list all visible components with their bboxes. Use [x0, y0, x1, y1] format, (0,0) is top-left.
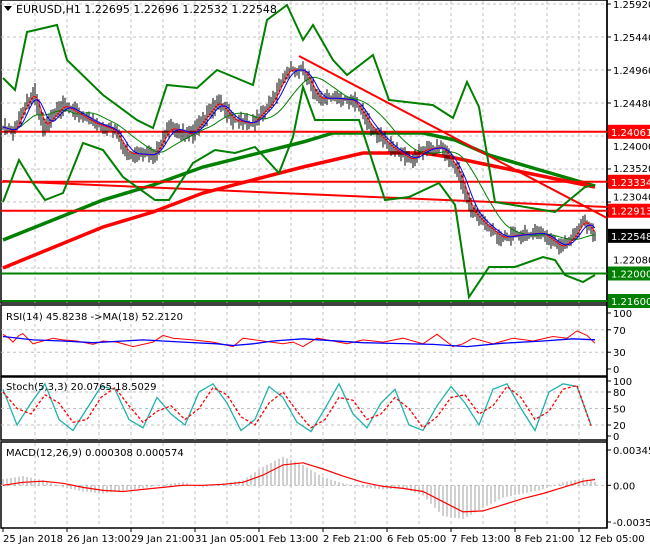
chart-header: EURUSD,H1 1.22695 1.22696 1.22532 1.2254…	[4, 3, 277, 16]
time-axis-label: 2 Feb 21:00	[323, 534, 382, 545]
bollinger-middle-band	[2, 76, 596, 240]
time-axis-label: 8 Feb 21:00	[515, 534, 574, 545]
symbol-label: EURUSD,H1	[16, 3, 81, 16]
rsi-title: RSI(14) 45.8238 ->MA(18) 52.2120	[6, 312, 183, 323]
price-axis-label: 1.25920	[613, 0, 650, 11]
trendline	[298, 55, 608, 219]
moving-average-fast-blue	[2, 69, 596, 246]
rsi-line	[2, 330, 596, 348]
indicator-axis-label: 0.003456	[613, 446, 650, 457]
indicator-axis-label: 0.00	[613, 481, 635, 492]
close-value: 1.22548	[231, 3, 277, 16]
level-price-label-box	[608, 124, 650, 139]
current-price-label-box	[608, 228, 650, 243]
time-axis-label: 6 Feb 05:00	[387, 534, 446, 545]
time-axis-label: 7 Feb 13:00	[451, 534, 510, 545]
rsi-ma-line	[2, 335, 596, 348]
time-axis-label: 12 Feb 05:00	[579, 534, 645, 545]
price-axis-label: 1.22080	[613, 256, 650, 267]
level-price-label-box	[608, 174, 650, 189]
price-axis-label: 1.23040	[613, 193, 650, 204]
macd-title: MACD(12,26,9) 0.000308 0.000574	[6, 448, 184, 459]
low-value: 1.22532	[182, 3, 228, 16]
price-axis-label: 1.24960	[613, 66, 650, 77]
current-price-label: 1.22548	[611, 232, 650, 243]
level-price-label: 1.22000	[611, 270, 650, 281]
stochastic-signal-line	[2, 384, 592, 429]
indicator-axis-label: 70	[613, 326, 626, 337]
time-axis-label: 25 Jan 2018	[3, 534, 63, 545]
level-price-label-box	[608, 266, 650, 281]
indicator-axis-label: 100	[613, 309, 632, 320]
stochastic-main-line	[2, 382, 592, 433]
indicator-axis-label: 100	[613, 377, 632, 388]
time-axis-label: 1 Feb 13:00	[259, 534, 318, 545]
moving-average-long-red	[2, 151, 596, 270]
indicator-axis-label: 20	[613, 421, 626, 432]
bollinger-lower-band	[2, 83, 596, 300]
high-value: 1.22696	[133, 3, 179, 16]
price-axis-label: 1.24480	[613, 99, 650, 110]
time-axis-label: 29 Jan 21:00	[131, 534, 194, 545]
level-price-label-box	[608, 294, 650, 308]
trendline	[2, 180, 608, 209]
price-axis-label: 1.25440	[613, 33, 650, 44]
level-price-label: 1.22913	[611, 207, 650, 218]
main-chart-panel	[0, 0, 608, 304]
level-price-label: 1.24061	[611, 128, 650, 139]
price-axis-label: 1.23520	[613, 164, 650, 175]
price-axis-label: 1.24000	[613, 142, 650, 153]
level-price-label-box	[608, 203, 650, 218]
indicator-axis-label: -0.003586	[613, 518, 650, 529]
indicator-axis-label: 50	[613, 405, 626, 416]
indicator-axis-label: 30	[613, 348, 626, 359]
indicator-axis-label: 80	[613, 388, 626, 399]
level-price-label: 1.21600	[611, 297, 650, 308]
dropdown-triangle-icon[interactable]	[4, 6, 12, 11]
bollinger-upper-band	[2, 3, 596, 214]
time-axis-label: 31 Jan 05:00	[195, 534, 258, 545]
indicator-axis-label: 0	[613, 365, 619, 376]
indicator-axis-label: 0	[613, 432, 619, 443]
moving-average-long-green	[2, 131, 596, 242]
level-price-label: 1.23334	[611, 178, 650, 189]
macd-signal-line	[2, 462, 596, 513]
time-axis-label: 26 Jan 13:00	[67, 534, 130, 545]
open-value: 1.22695	[84, 3, 130, 16]
stochastic-title: Stoch(5,3,3) 20.0765 18.5029	[6, 382, 157, 393]
